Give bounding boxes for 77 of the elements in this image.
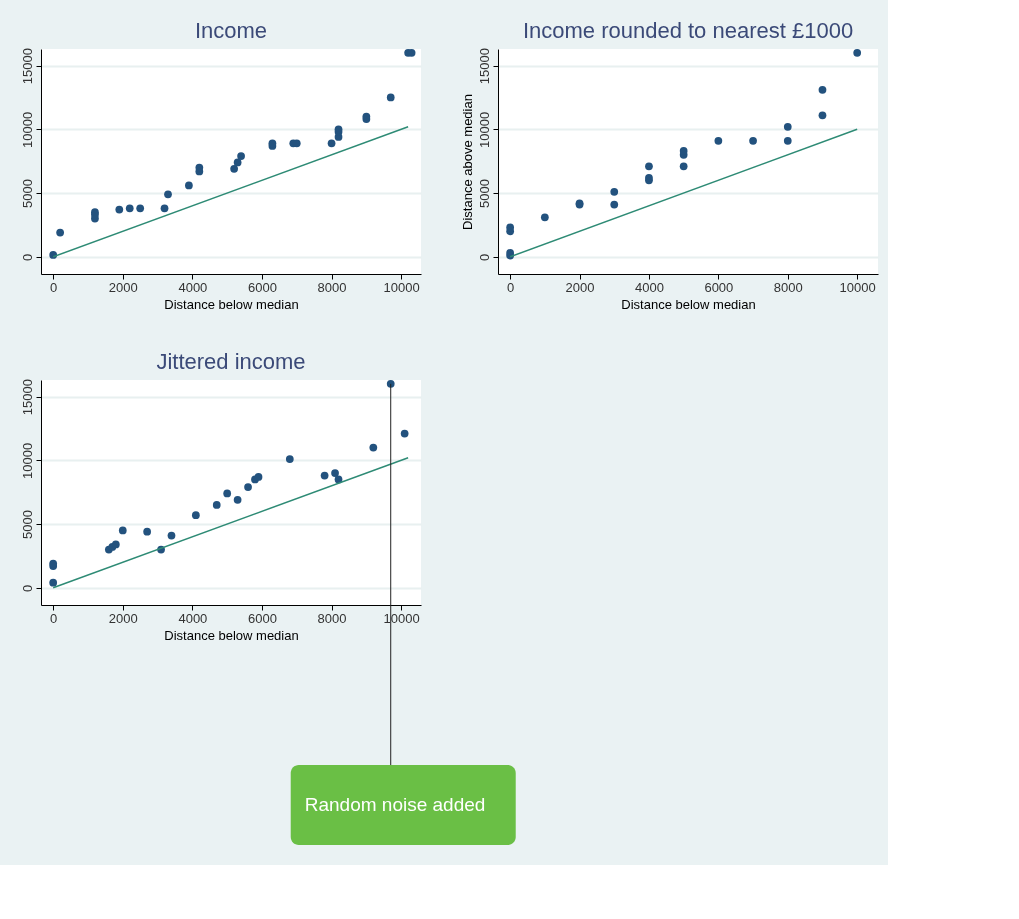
- y-axis-title: Distance above median: [459, 94, 475, 230]
- point: [136, 204, 145, 213]
- y-tick-label: 5000: [19, 510, 35, 540]
- x-tick-label: 4000: [178, 610, 208, 626]
- annotation: Random noise added: [304, 794, 486, 815]
- x-axis-title: Distance below median: [164, 627, 299, 643]
- x-axis-title: Distance below median: [164, 296, 299, 312]
- point: [167, 531, 176, 540]
- x-tick-label: 8000: [317, 279, 347, 295]
- point: [610, 187, 619, 196]
- point: [164, 190, 172, 199]
- y-tick-label: 10000: [19, 111, 35, 148]
- point: [818, 85, 827, 94]
- point: [223, 489, 232, 498]
- x-tick-label: 0: [50, 610, 58, 626]
- y-tick-label: 15000: [19, 47, 35, 85]
- y-tick-label: 10000: [19, 442, 35, 479]
- point: [645, 162, 653, 171]
- x-tick-label: 10000: [839, 279, 876, 295]
- x-tick-label: 6000: [248, 279, 277, 295]
- y-tick-label: 10000: [476, 111, 492, 148]
- x-tick-label: 10000: [383, 279, 420, 295]
- x-tick-label: 2000: [108, 279, 138, 295]
- point: [783, 122, 792, 131]
- point: [853, 48, 862, 57]
- point: [400, 429, 409, 438]
- point: [818, 111, 827, 120]
- x-tick-label: 4000: [635, 279, 664, 295]
- y-tick-label: 0: [19, 584, 35, 592]
- y-tick-label: 0: [19, 253, 35, 261]
- chart-title: Jittered income: [156, 349, 306, 375]
- x-tick-label: 2000: [108, 610, 138, 626]
- point: [749, 136, 757, 145]
- x-tick-label: 6000: [704, 279, 734, 295]
- x-tick-label: 0: [507, 279, 515, 295]
- x-tick-label: 2000: [565, 279, 595, 295]
- point: [115, 205, 124, 214]
- chart-title: Income rounded to nearest £1000: [522, 18, 854, 44]
- x-tick-label: 8000: [773, 279, 803, 295]
- point: [327, 139, 336, 148]
- point: [230, 164, 238, 173]
- point: [185, 181, 193, 190]
- point: [386, 93, 395, 102]
- y-tick-label: 15000: [476, 47, 492, 85]
- x-tick-label: 0: [50, 279, 58, 295]
- point: [49, 578, 58, 587]
- x-tick-label: 8000: [317, 610, 347, 626]
- point: [233, 495, 242, 504]
- point: [783, 136, 792, 145]
- point: [160, 204, 169, 213]
- point: [244, 483, 252, 491]
- x-axis-title: Distance below median: [621, 296, 756, 312]
- point: [320, 471, 329, 480]
- point: [254, 473, 263, 481]
- point: [212, 501, 221, 509]
- point: [125, 204, 134, 213]
- y-tick-label: 5000: [476, 179, 492, 209]
- chart-title: Income: [194, 18, 268, 44]
- point: [540, 213, 549, 222]
- y-tick-label: 5000: [19, 179, 35, 209]
- point: [191, 511, 200, 519]
- point: [679, 162, 688, 171]
- x-tick-label: 4000: [178, 279, 208, 295]
- y-tick-label: 15000: [19, 378, 35, 416]
- point: [56, 228, 65, 237]
- point: [118, 526, 127, 535]
- point: [237, 152, 245, 160]
- point: [714, 136, 723, 145]
- point: [386, 379, 395, 388]
- point: [369, 443, 378, 452]
- y-tick-label: 0: [476, 253, 492, 261]
- point: [331, 469, 339, 477]
- point: [610, 200, 619, 209]
- point: [285, 455, 294, 463]
- point: [143, 527, 152, 536]
- x-tick-label: 6000: [248, 610, 277, 626]
- point: [233, 158, 242, 167]
